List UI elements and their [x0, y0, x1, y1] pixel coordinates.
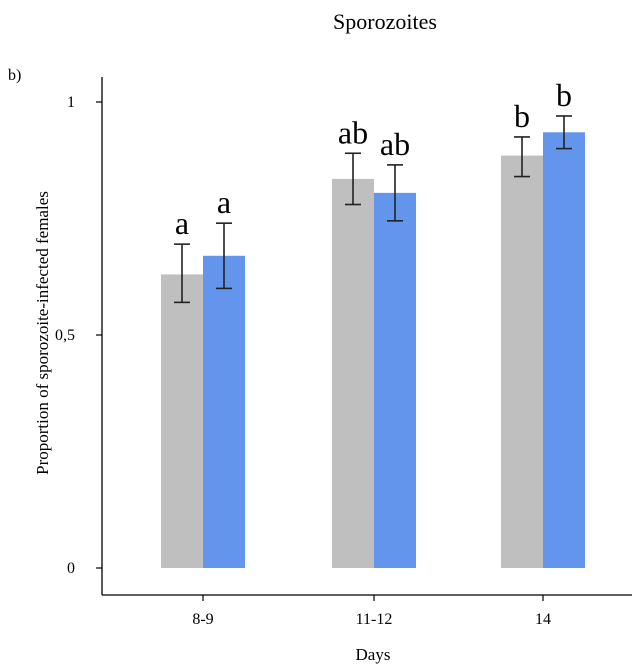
- y-tick-label: 0: [67, 560, 75, 577]
- y-axis-label: Proportion of sporozoite-infected female…: [33, 191, 52, 475]
- significance-letter: b: [556, 77, 572, 113]
- significance-letter: a: [175, 205, 189, 241]
- y-tick-label: 0,5: [55, 327, 75, 344]
- bar: [374, 192, 416, 568]
- x-tick-label: 14: [535, 611, 551, 628]
- plot-area: 0 0,5 1 8-9 11-12 14 a ab b a ab b: [55, 77, 585, 628]
- bar: [332, 178, 374, 568]
- bar: [501, 155, 543, 568]
- bar: [203, 255, 245, 568]
- panel-label: b): [8, 67, 21, 84]
- significance-letter: ab: [338, 114, 368, 150]
- significance-letter: ab: [380, 126, 410, 162]
- x-tick-label: 11-12: [356, 611, 393, 628]
- chart-title: Sporozoites: [333, 9, 437, 34]
- y-tick-label: 1: [67, 94, 75, 111]
- bar: [543, 132, 585, 569]
- x-axis-label: Days: [356, 645, 391, 664]
- x-tick-label: 8-9: [192, 611, 213, 628]
- bar: [161, 274, 203, 568]
- significance-letter: a: [217, 184, 231, 220]
- significance-letter: b: [514, 98, 530, 134]
